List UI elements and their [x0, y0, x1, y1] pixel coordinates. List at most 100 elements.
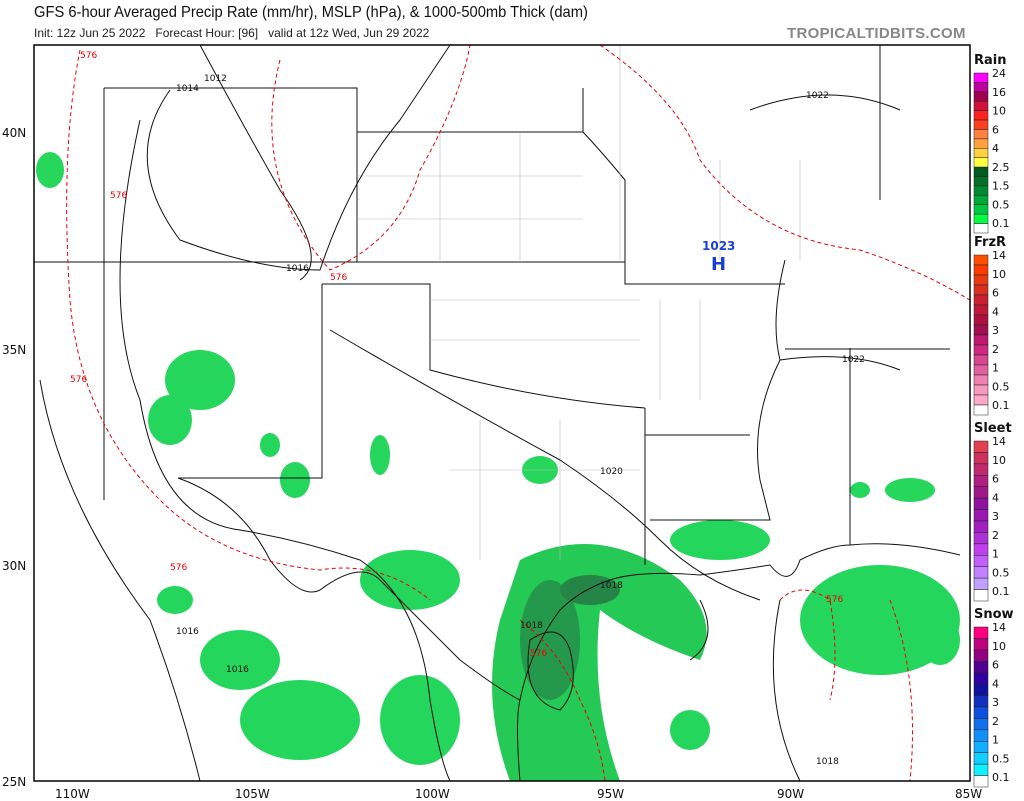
brand-watermark: TROPICALTIDBITS.COM [787, 25, 966, 42]
legend-swatch [973, 324, 989, 336]
legend-tick: 2.5 [992, 161, 1010, 174]
legend-swatch [973, 463, 989, 476]
legend-swatch [973, 213, 989, 224]
lat-label-30n: 30N [2, 559, 26, 573]
isobar-label: 1016 [286, 264, 309, 274]
legend-swatch [973, 294, 989, 306]
legend-swatch [973, 718, 989, 731]
legend-swatch [973, 204, 989, 215]
legend-tick: 3 [992, 324, 999, 337]
lat-label-35n: 35N [2, 343, 26, 357]
legend-swatch [973, 274, 989, 286]
legend-tick: 6 [992, 123, 999, 136]
legend-swatch [973, 129, 989, 140]
isobar-label: 1018 [816, 757, 839, 767]
isobar-label: 1022 [806, 91, 829, 101]
legend-swatch [973, 384, 989, 396]
legend-swatch [973, 497, 989, 510]
legend-swatch [973, 741, 989, 753]
legend-tick: 6 [992, 287, 999, 300]
legend-swatch [973, 520, 989, 533]
lon-label-85w: 85W [955, 787, 982, 801]
legend-swatch [973, 72, 989, 83]
legend-title: Sleet [974, 421, 1012, 436]
legend-tick: 0.5 [992, 380, 1010, 393]
isobars [39, 45, 901, 781]
legend-swatch [973, 304, 989, 316]
isobar-label: 1018 [520, 621, 543, 631]
legend-tick: 6 [992, 659, 999, 672]
legend-tick: 16 [992, 86, 1006, 99]
thickness-label: 576 [170, 563, 187, 573]
legend-tick: 10 [992, 640, 1006, 653]
legend-swatch [973, 223, 989, 234]
legend-swatch [973, 264, 989, 276]
legend-swatch [973, 334, 989, 346]
legend-title: FrzR [974, 235, 1006, 250]
high-pressure-marker: H [711, 254, 726, 275]
lon-label-95w: 95W [597, 787, 624, 801]
legend-swatch [973, 119, 989, 130]
legend-tick: 0.5 [992, 198, 1010, 211]
legend-tick: 4 [992, 491, 999, 504]
legend-swatch [973, 394, 989, 406]
legend-tick: 6 [992, 473, 999, 486]
legend-swatch [973, 284, 989, 296]
lon-label-110w: 110W [55, 787, 90, 801]
state-borders [34, 45, 961, 781]
lat-label-25n: 25N [2, 775, 26, 789]
legend-swatch [973, 486, 989, 499]
lat-label-40n: 40N [2, 126, 26, 140]
thickness-576 [66, 45, 970, 781]
legend-swatch [973, 354, 989, 366]
legend-swatch [973, 254, 989, 266]
legend-swatch [973, 589, 989, 602]
legend-swatch [973, 626, 989, 639]
legend-tick: 10 [992, 454, 1006, 467]
legend-tick: 1 [992, 548, 999, 561]
legend-tick: 4 [992, 677, 999, 690]
map-title: GFS 6-hour Averaged Precip Rate (mm/hr),… [34, 4, 588, 21]
map-frame [33, 44, 971, 782]
legend-swatch [973, 91, 989, 102]
legend-swatch [973, 148, 989, 158]
legend-tick: 1.5 [992, 180, 1010, 193]
legend-swatch [973, 683, 989, 696]
legend-swatch [973, 661, 989, 673]
isobar-label: 1012 [204, 74, 227, 84]
legend-tick: 3 [992, 510, 999, 523]
legend-swatch [973, 110, 989, 121]
isobar-labels: 1012 1014 1016 1016 1022 1022 1020 1018 … [176, 74, 865, 767]
legend-tick: 2 [992, 529, 999, 542]
legend-tick: 0.1 [992, 399, 1010, 412]
legend-swatch [973, 157, 989, 168]
legend-tick: 1 [992, 734, 999, 747]
isobar-label: 1016 [226, 665, 249, 675]
legend-tick: 24 [992, 67, 1006, 80]
legend-swatch [973, 775, 989, 788]
thickness-label: 576 [70, 375, 87, 385]
legend-swatch [973, 100, 989, 111]
legend-swatch [973, 404, 989, 416]
legend-swatch [973, 706, 989, 719]
legend-swatch [973, 638, 989, 651]
thickness-labels: 576 576 576 576 576 576 576 [70, 51, 843, 659]
legend-tick: 0.1 [992, 771, 1010, 784]
legend-swatch [973, 729, 989, 742]
legend-tick: 3 [992, 696, 999, 709]
precip-type-legends: Rain241610642.51.50.50.1FrzR1410643210.5… [973, 53, 1014, 788]
lon-label-100w: 100W [415, 787, 450, 801]
legend-swatch [973, 185, 989, 196]
legend-tick: 1 [992, 362, 999, 375]
legend-swatch [973, 176, 989, 187]
legend-tick: 0.1 [992, 217, 1010, 230]
legend-swatch [973, 475, 989, 487]
legend-tick: 2 [992, 343, 999, 356]
legend-tick: 14 [992, 621, 1006, 634]
map-subtitle: Init: 12z Jun 25 2022 Forecast Hour: [96… [34, 26, 430, 40]
legend-swatch [973, 763, 989, 776]
